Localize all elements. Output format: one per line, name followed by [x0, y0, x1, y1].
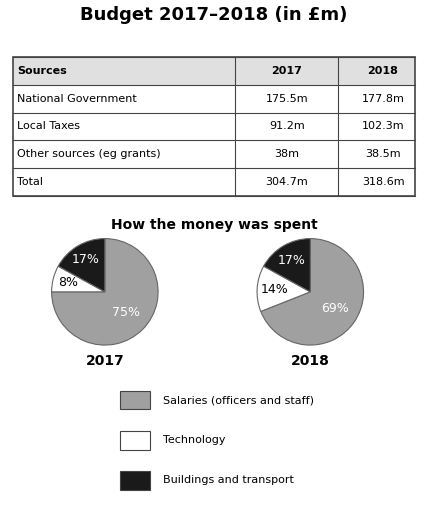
Text: 69%: 69%	[321, 302, 348, 315]
Text: 38m: 38m	[274, 149, 299, 159]
Text: Sources: Sources	[17, 66, 67, 76]
Wedge shape	[261, 239, 363, 345]
Text: Technology: Technology	[163, 435, 225, 445]
Text: 304.7m: 304.7m	[265, 177, 308, 187]
Text: Local Taxes: Local Taxes	[17, 121, 80, 132]
Text: How the money was spent: How the money was spent	[110, 218, 318, 232]
Text: 2018: 2018	[291, 354, 330, 368]
Text: Salaries (officers and staff): Salaries (officers and staff)	[163, 395, 314, 405]
Text: 318.6m: 318.6m	[362, 177, 404, 187]
Text: National Government: National Government	[17, 94, 137, 104]
Text: 8%: 8%	[58, 276, 78, 289]
Text: 177.8m: 177.8m	[362, 94, 404, 104]
Text: 2017: 2017	[271, 66, 302, 76]
Text: 14%: 14%	[260, 283, 288, 296]
Text: 102.3m: 102.3m	[362, 121, 404, 132]
Wedge shape	[58, 239, 105, 292]
Wedge shape	[52, 266, 105, 292]
Text: 2018: 2018	[368, 66, 398, 76]
Bar	[120, 391, 150, 410]
Wedge shape	[264, 239, 310, 292]
Text: Total: Total	[17, 177, 43, 187]
Text: 17%: 17%	[278, 254, 306, 267]
Text: 175.5m: 175.5m	[265, 94, 308, 104]
Bar	[13, 57, 415, 85]
Text: 91.2m: 91.2m	[269, 121, 305, 132]
Bar	[120, 471, 150, 490]
Bar	[13, 57, 415, 196]
Text: Buildings and transport: Buildings and transport	[163, 476, 294, 485]
Text: 75%: 75%	[112, 306, 140, 319]
Text: 2017: 2017	[86, 354, 124, 368]
Wedge shape	[52, 239, 158, 345]
Text: 38.5m: 38.5m	[365, 149, 401, 159]
Text: Budget 2017–2018 (in £m): Budget 2017–2018 (in £m)	[80, 6, 348, 24]
Text: 17%: 17%	[72, 253, 100, 266]
Text: Other sources (eg grants): Other sources (eg grants)	[17, 149, 161, 159]
Bar	[120, 431, 150, 450]
Wedge shape	[257, 266, 310, 311]
